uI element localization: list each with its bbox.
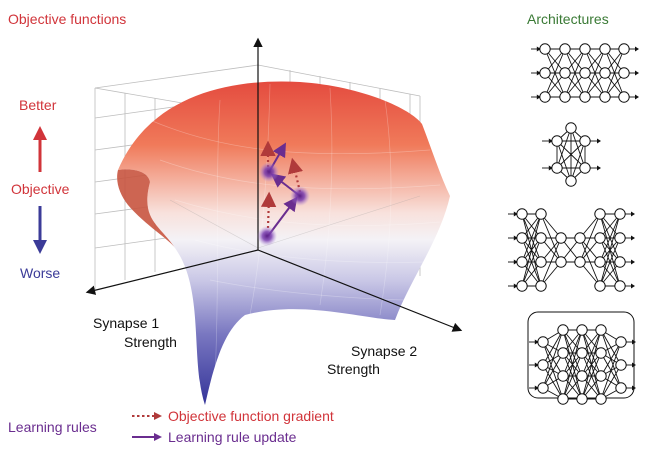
network-node [559,43,571,55]
network-node [535,280,547,292]
synapse2-axis [257,249,463,332]
architecture-recurrent [542,122,601,187]
network-node [579,43,591,55]
objective-functions-title: Objective functions [8,11,127,27]
network-node [557,347,569,359]
synapse1-label: Synapse 1 [93,315,160,331]
gradient-legend-label: Objective function gradient [168,408,334,424]
network-node [614,208,626,220]
trajectory-point [259,162,279,182]
network-node [615,382,627,394]
trajectory-point [257,226,277,246]
network-node [539,91,551,103]
network-node [579,162,591,174]
objective-surface [118,81,450,405]
network-node [516,232,528,244]
trajectory-point [290,186,310,206]
network-node [574,232,586,244]
network-node [557,370,569,382]
synapse1-axis [85,249,259,295]
network-node [594,256,606,268]
synapse2-strength-label: Strength [327,361,380,377]
network-node [595,393,607,405]
better-label: Better [19,97,57,113]
architecture-loop-net [529,324,636,405]
network-node [537,336,549,348]
gradient-arrow-1 [260,191,277,229]
network-node [618,67,630,79]
network-node [535,256,547,268]
network-node [576,370,588,382]
network-node [557,324,569,336]
network-node [535,232,547,244]
network-node [551,135,563,147]
network-node [618,43,630,55]
network-node [576,347,588,359]
architecture-feedforward [531,43,639,103]
synapse1-strength-label: Strength [124,334,177,350]
network-node [614,280,626,292]
network-node [559,67,571,79]
network-node [516,280,528,292]
network-node [595,370,607,382]
network-node [535,208,547,220]
synapse2-label: Synapse 2 [351,343,418,359]
learning-rules-title: Learning rules [8,419,97,435]
network-node [516,256,528,268]
network-node [594,280,606,292]
network-node [615,336,627,348]
network-node [539,43,551,55]
network-node [579,91,591,103]
network-node [618,91,630,103]
network-node [599,67,611,79]
architectures-title: Architectures [527,11,609,27]
network-node [555,232,567,244]
network-node [557,393,569,405]
network-node [539,67,551,79]
network-node [599,43,611,55]
network-node [614,232,626,244]
network-node [595,324,607,336]
network-node [579,67,591,79]
objective-direction-arrows [33,126,47,254]
network-node [551,162,563,174]
update-legend-label: Learning rule update [168,429,297,445]
grid-front [169,195,421,249]
network-node [599,91,611,103]
worse-label: Worse [20,265,61,281]
learning-legend-arrows [132,412,162,441]
network-node [579,135,591,147]
network-node [555,256,567,268]
network-node [615,359,627,371]
learning-trajectory [257,140,310,246]
network-node [537,359,549,371]
network-node [594,232,606,244]
network-node [614,256,626,268]
network-node [594,208,606,220]
network-node [516,208,528,220]
network-node [559,91,571,103]
surface-mesh [149,83,441,381]
network-node [574,256,586,268]
network-node [537,382,549,394]
architecture-autoencoder [508,208,635,292]
plot-axes [85,37,463,332]
surface-fold-left [117,169,175,248]
network-node [576,324,588,336]
network-node [565,122,577,134]
network-node [595,347,607,359]
network-node [565,175,577,187]
objective-axis-label: Objective [11,181,70,197]
network-node [576,393,588,405]
